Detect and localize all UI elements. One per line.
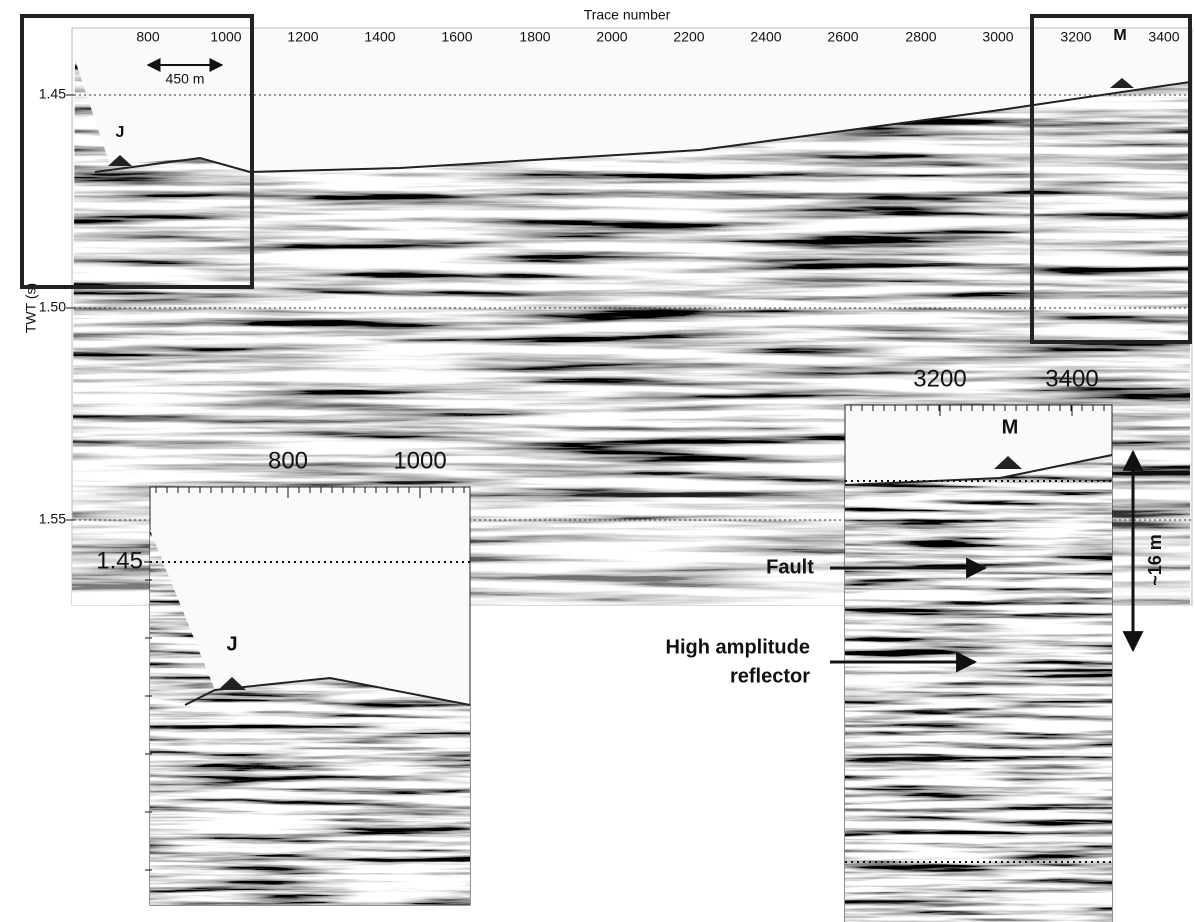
x-tick-label: 800 bbox=[268, 447, 308, 474]
x-axis-title: Trace number bbox=[584, 7, 671, 23]
right-seafloor bbox=[844, 454, 1113, 486]
x-tick-label: 1600 bbox=[441, 29, 472, 45]
right-inset-seismic bbox=[845, 455, 1112, 922]
marker-m-label: M bbox=[1113, 27, 1126, 44]
x-tick-label: 800 bbox=[136, 29, 160, 45]
x-tick-label: 3200 bbox=[1060, 29, 1091, 45]
x-tick-label: 1200 bbox=[287, 29, 318, 45]
left-marker-j-label: J bbox=[226, 633, 237, 655]
reflector-label-line-2: reflector bbox=[730, 665, 810, 687]
x-tick-label: 3400 bbox=[1148, 29, 1179, 45]
right-marker-m-label: M bbox=[1002, 416, 1019, 438]
right-box bbox=[1030, 14, 1192, 344]
y-tick-label: 1.45 bbox=[39, 86, 66, 102]
marker-m bbox=[1110, 78, 1134, 88]
x-tick-label: 2200 bbox=[673, 29, 704, 45]
x-tick-label: 2600 bbox=[827, 29, 858, 45]
y-tick-label: 1.50 bbox=[39, 299, 66, 315]
x-tick-label: 1000 bbox=[393, 447, 446, 474]
x-tick-label: 3200 bbox=[913, 365, 966, 392]
marker-j bbox=[108, 155, 132, 166]
reflector-label-line-1: High amplitude bbox=[666, 636, 810, 658]
x-tick-label: 3400 bbox=[1045, 365, 1098, 392]
x-tick-label: 1800 bbox=[519, 29, 550, 45]
left-box bbox=[20, 14, 254, 289]
y-tick-label: 1.55 bbox=[39, 511, 66, 527]
left-seafloor bbox=[184, 676, 471, 706]
y-axis-title: TWT (s) bbox=[23, 283, 39, 333]
x-tick-label: 3000 bbox=[982, 29, 1013, 45]
seafloor bbox=[94, 81, 1191, 174]
marker-j-label: J bbox=[116, 124, 125, 141]
fault-label: Fault bbox=[766, 556, 814, 578]
x-tick-label: 1000 bbox=[210, 29, 241, 45]
right-marker-m bbox=[994, 456, 1022, 469]
left-x-axis: 800 1000 bbox=[145, 447, 465, 871]
x-tick-label: 2800 bbox=[905, 29, 936, 45]
left-y-tick-label: 1.45 bbox=[96, 547, 143, 574]
x-tick-label: 2000 bbox=[596, 29, 627, 45]
x-tick-label: 2400 bbox=[750, 29, 781, 45]
left-marker-j bbox=[218, 677, 246, 690]
right-x-axis: 3200 3400 bbox=[850, 365, 1105, 416]
x-tick-label: 1400 bbox=[364, 29, 395, 45]
thickness-label: ~16 m bbox=[1145, 534, 1165, 586]
scale-label: 450 m bbox=[166, 71, 205, 87]
